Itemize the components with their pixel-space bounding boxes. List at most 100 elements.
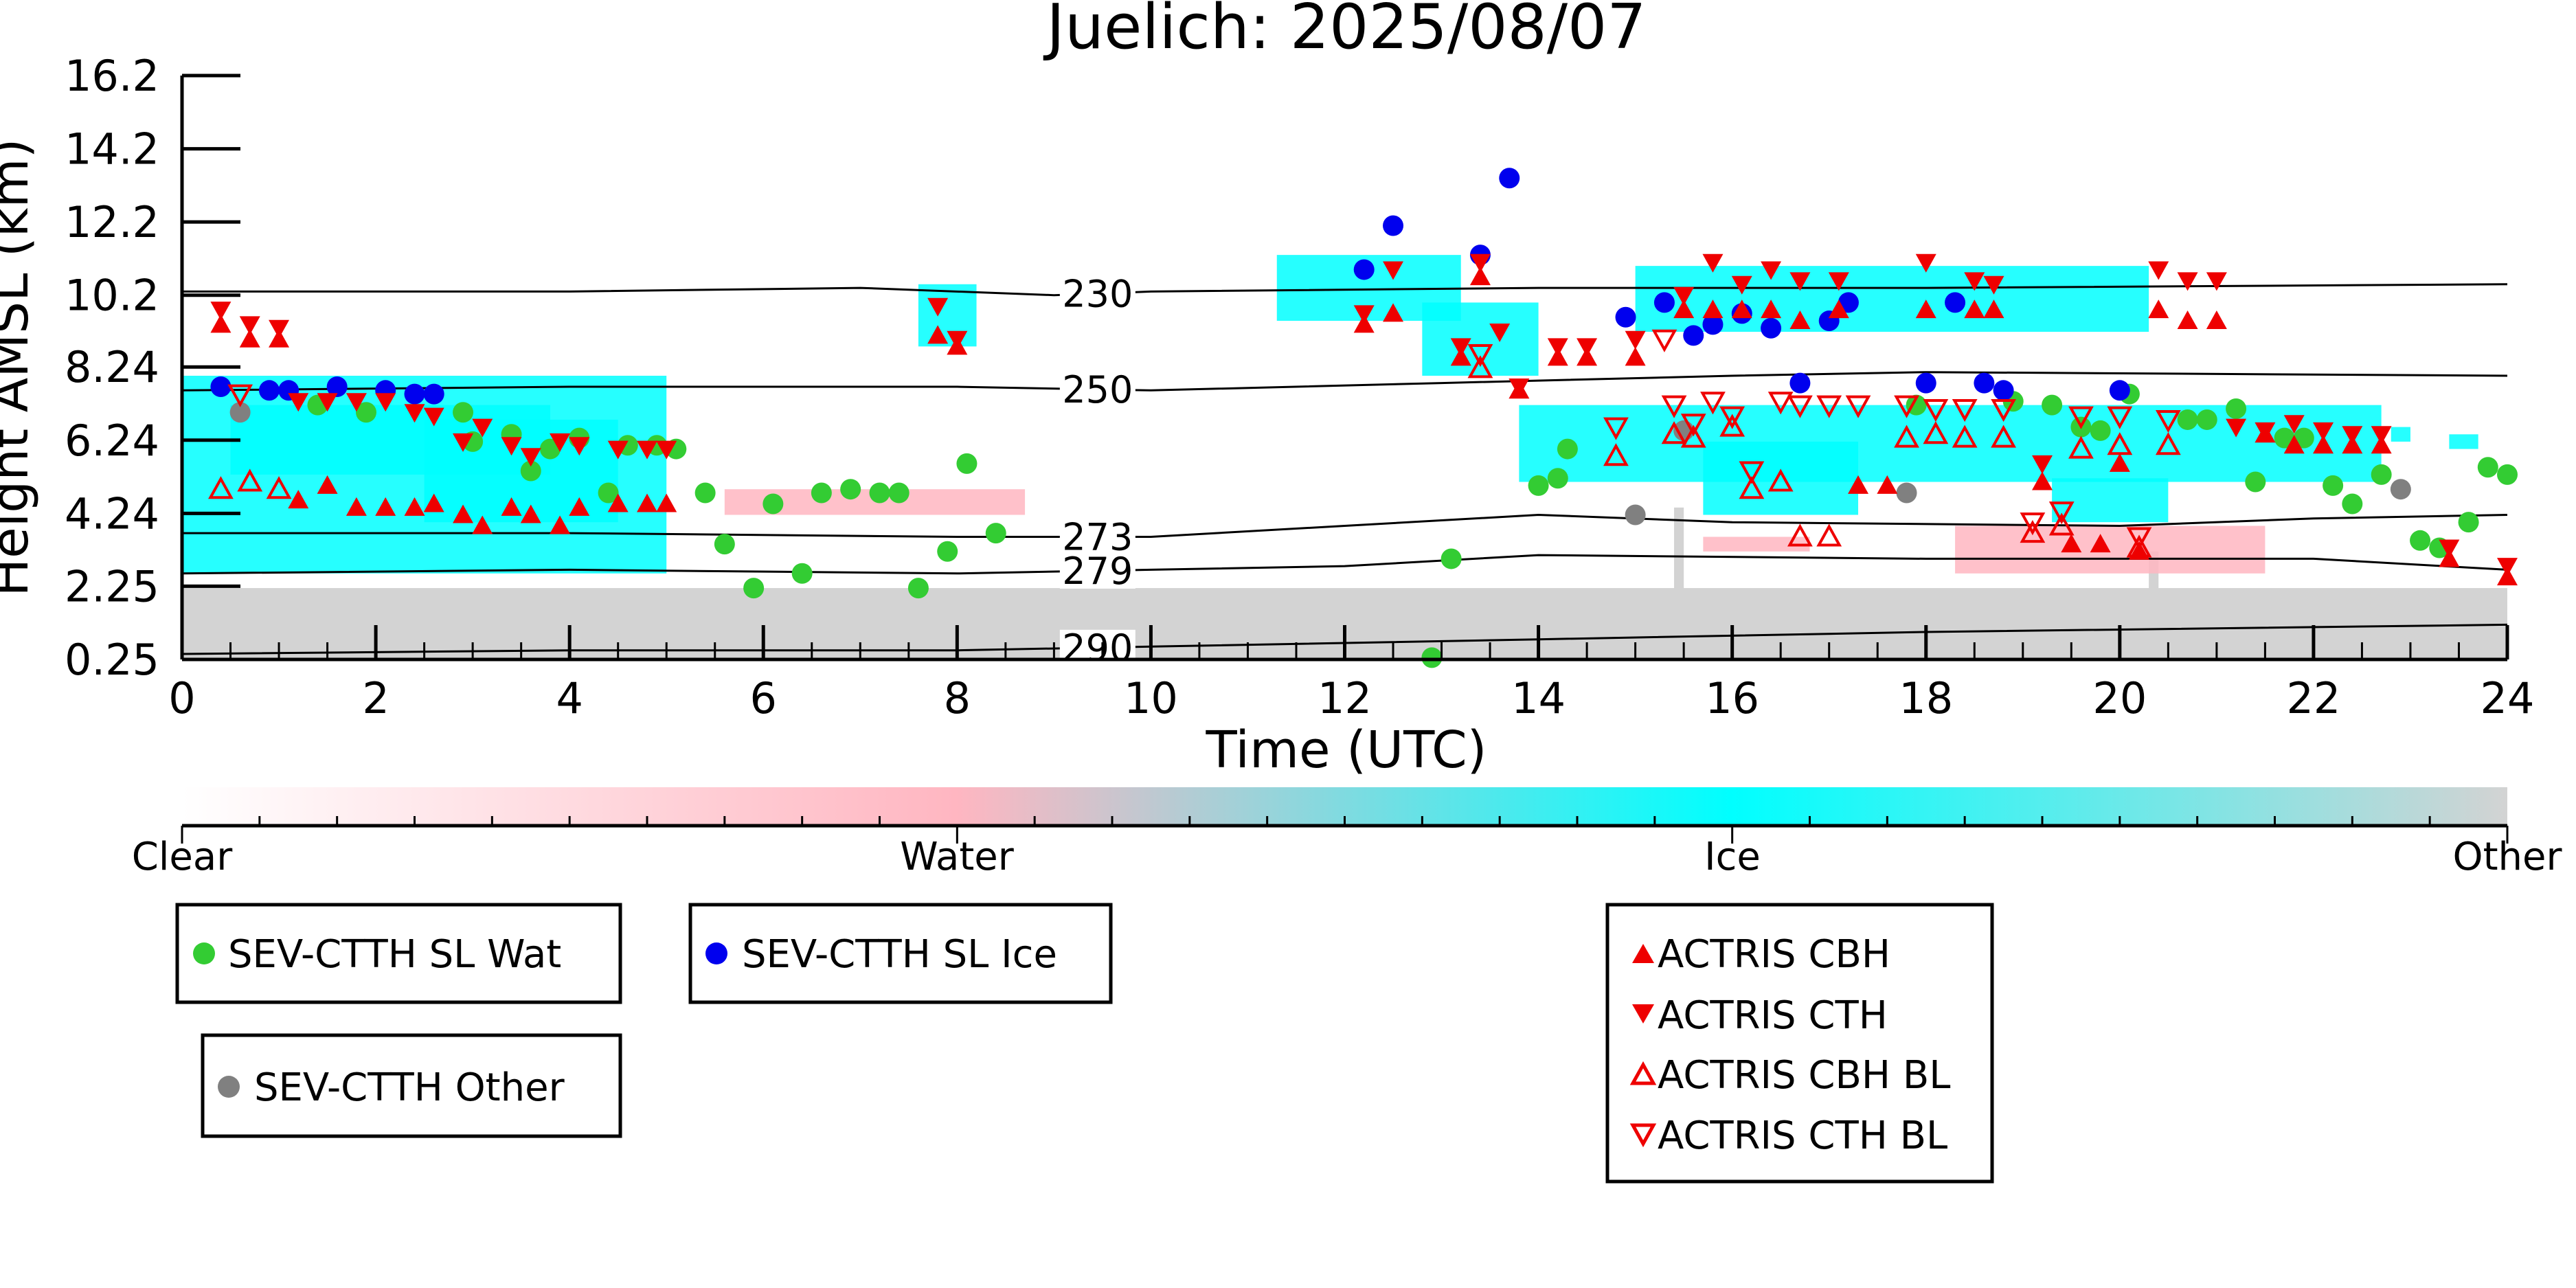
legend-label-sev-water: SEV-CTTH SL Wat bbox=[228, 932, 561, 977]
marker-actris-cth-11 bbox=[501, 437, 522, 456]
marker-actris-cbh-bl-16 bbox=[2020, 520, 2046, 543]
contour-label-bg-250 bbox=[1059, 371, 1136, 407]
marker-actris-cth-30 bbox=[1702, 253, 1724, 273]
legend-label-actris-cbh: ACTRIS CBH bbox=[1658, 932, 1890, 977]
contour-250 bbox=[182, 371, 2507, 392]
marker-sev-ctth-sl-ice-24 bbox=[2109, 380, 2130, 401]
marker-sev-ctth-sl-ice-21 bbox=[1945, 292, 1966, 313]
marker-actris-cth-28 bbox=[1625, 330, 1646, 350]
colorbar-ticks bbox=[181, 816, 2509, 844]
marker-actris-cbh-bl-4 bbox=[1603, 443, 1629, 466]
marker-sev-ctth-sl-wat-39 bbox=[2245, 471, 2266, 493]
marker-actris-cbh-48 bbox=[2283, 435, 2305, 454]
legend-marker-sev-other bbox=[218, 1076, 240, 1098]
cloud-mask-water-2 bbox=[1703, 536, 1810, 552]
marker-actris-cth-20 bbox=[1353, 305, 1375, 324]
marker-actris-cth-bl-4 bbox=[1680, 414, 1706, 437]
marker-sev-ctth-sl-wat-26 bbox=[1440, 548, 1462, 569]
legend-label-sev-ice: SEV-CTTH SL Ice bbox=[742, 932, 1057, 977]
marker-actris-cth-6 bbox=[375, 393, 396, 412]
marker-actris-cth-1 bbox=[239, 316, 260, 335]
marker-actris-cth-bl-6 bbox=[1719, 406, 1745, 429]
contour-273 bbox=[182, 513, 2507, 538]
cloud-mask-ice-10 bbox=[2391, 427, 2410, 442]
marker-actris-cbh-18 bbox=[927, 325, 949, 344]
marker-sev-ctth-sl-wat-21 bbox=[907, 578, 929, 599]
marker-actris-cbh-bl-5 bbox=[1661, 421, 1687, 444]
marker-sev-ctth-sl-ice-11 bbox=[1615, 306, 1636, 328]
marker-actris-cth-27 bbox=[1577, 338, 1598, 357]
marker-actris-cth-17 bbox=[656, 440, 677, 460]
marker-sev-ctth-sl-ice-23 bbox=[1993, 380, 2014, 401]
marker-sev-ctth-sl-ice-3 bbox=[326, 376, 348, 397]
marker-actris-cbh-bl-11 bbox=[1816, 523, 1842, 547]
marker-sev-ctth-sl-wat-28 bbox=[1547, 468, 1568, 489]
y-tick-label: 12.2 bbox=[65, 197, 159, 247]
marker-actris-cbh-29 bbox=[1702, 300, 1724, 319]
legend-marker-actris-cth bbox=[1632, 1004, 1654, 1024]
x-tick-label: 2 bbox=[362, 673, 389, 723]
marker-sev-ctth-sl-wat-48 bbox=[2477, 457, 2498, 478]
marker-sev-ctth-sl-wat-25 bbox=[1421, 647, 1443, 668]
marker-actris-cth-bl-1 bbox=[1467, 344, 1493, 368]
marker-actris-cth-16 bbox=[637, 440, 657, 460]
marker-actris-cth-47 bbox=[2371, 426, 2392, 445]
marker-actris-cth-32 bbox=[1761, 261, 1782, 280]
marker-sev-ctth-sl-ice-0 bbox=[210, 376, 231, 397]
y-tick-label: 2.25 bbox=[65, 561, 159, 611]
marker-actris-cbh-33 bbox=[1828, 300, 1849, 319]
marker-actris-cth-bl-14 bbox=[1952, 398, 1978, 422]
x-tick-label: 20 bbox=[2092, 673, 2147, 723]
marker-actris-cbh-17 bbox=[656, 493, 677, 512]
cloud-mask-water-1 bbox=[1955, 526, 2266, 574]
marker-actris-cth-4 bbox=[317, 393, 338, 412]
y-tick-label: 16.2 bbox=[65, 51, 159, 101]
marker-actris-cth-41 bbox=[2206, 272, 2227, 291]
marker-sev-ctth-sl-wat-16 bbox=[791, 563, 813, 584]
marker-actris-cbh-14 bbox=[569, 497, 590, 516]
marker-actris-cth-21 bbox=[1383, 261, 1404, 280]
marker-actris-cbh-bl-10 bbox=[1787, 523, 1813, 547]
marker-actris-cth-bl-9 bbox=[1787, 395, 1813, 418]
marker-actris-cbh-bl-14 bbox=[1952, 425, 1978, 448]
cloud-mask-layer bbox=[182, 255, 2507, 659]
marker-actris-cbh-bl-2 bbox=[266, 476, 292, 499]
marker-actris-cbh-37 bbox=[1964, 300, 1985, 319]
legend-marker-actris-cth-bl bbox=[1629, 1123, 1657, 1148]
marker-actris-cth-0 bbox=[210, 302, 231, 321]
marker-sev-ctth-sl-ice-12 bbox=[1653, 292, 1675, 313]
marker-actris-cth-42 bbox=[2226, 418, 2247, 438]
marker-actris-cth-33 bbox=[1789, 272, 1811, 291]
marker-actris-cth-18 bbox=[927, 297, 949, 317]
marker-sev-ctth-sl-wat-44 bbox=[2371, 464, 2392, 485]
contour-279 bbox=[182, 554, 2507, 575]
marker-actris-cth-3 bbox=[288, 393, 309, 412]
marker-actris-cbh-36 bbox=[1915, 300, 1936, 319]
marker-actris-cth-bl-5 bbox=[1700, 392, 1726, 415]
marker-actris-cbh-42 bbox=[2109, 453, 2130, 472]
y-axis-label: Height AMSL (km) bbox=[0, 138, 40, 596]
legend-actris: ACTRIS CBH ACTRIS CTH ACTRIS CBH BL ACTR… bbox=[1605, 903, 1994, 1184]
colorbar: Clear Water Ice Other bbox=[132, 787, 2562, 879]
legend-sev-other: SEV-CTTH Other bbox=[201, 1033, 622, 1138]
marker-actris-cbh-bl-3 bbox=[1467, 355, 1493, 379]
marker-actris-cth-39 bbox=[2148, 261, 2169, 280]
marker-actris-cbh-16 bbox=[637, 493, 657, 512]
marker-actris-cbh-21 bbox=[1383, 303, 1404, 322]
marker-actris-cth-34 bbox=[1828, 272, 1849, 291]
marker-actris-cbh-44 bbox=[2148, 300, 2169, 319]
marker-sev-ctth-sl-wat-14 bbox=[743, 578, 765, 599]
x-tick-label: 14 bbox=[1511, 673, 1566, 723]
marker-actris-cbh-40 bbox=[2061, 534, 2082, 553]
marker-sev-ctth-sl-wat-29 bbox=[1557, 438, 1578, 460]
contour-label-bg-290 bbox=[1059, 629, 1136, 659]
marker-sev-ctth-sl-wat-34 bbox=[2090, 420, 2111, 441]
marker-actris-cbh-bl-17 bbox=[2048, 512, 2075, 536]
colorbar-label-other: Other bbox=[2452, 835, 2562, 879]
contour-label-250: 250 bbox=[1062, 368, 1133, 411]
marker-sev-ctth-sl-ice-19 bbox=[1838, 292, 1859, 313]
marker-sev-ctth-sl-wat-1 bbox=[355, 402, 376, 423]
marker-sev-ctth-sl-ice-6 bbox=[423, 383, 444, 405]
